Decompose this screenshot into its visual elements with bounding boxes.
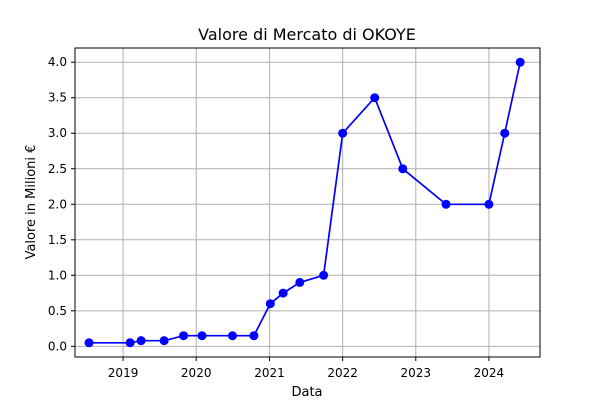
y-tick-label: 3.0 xyxy=(48,126,67,140)
y-tick-label: 3.5 xyxy=(48,91,67,105)
y-tick-label: 0.5 xyxy=(48,304,67,318)
data-point xyxy=(398,164,408,174)
y-tick-label: 2.0 xyxy=(48,197,67,211)
data-point xyxy=(319,270,329,280)
x-tick-label: 2024 xyxy=(474,366,505,380)
y-tick-label: 1.5 xyxy=(48,233,67,247)
data-point xyxy=(484,199,494,209)
y-tick-label: 0.0 xyxy=(48,339,67,353)
data-point xyxy=(295,277,305,287)
series-layer xyxy=(84,57,525,348)
data-point xyxy=(249,331,259,341)
x-tick-label: 2020 xyxy=(181,366,212,380)
y-tick-label: 1.0 xyxy=(48,268,67,282)
x-axis-ticks: 2019 2020 2021 2022 2023 2024 xyxy=(108,357,504,380)
y-axis-ticks: 0.0 0.5 1.0 1.5 2.0 2.5 3.0 3.5 4.0 xyxy=(48,55,75,353)
y-tick-label: 4.0 xyxy=(48,55,67,69)
data-point xyxy=(278,288,288,298)
data-point xyxy=(197,331,207,341)
chart-title: Valore di Mercato di OKOYE xyxy=(198,25,416,44)
data-point xyxy=(265,299,275,309)
x-tick-label: 2021 xyxy=(254,366,285,380)
data-point xyxy=(515,57,525,67)
x-tick-label: 2022 xyxy=(327,366,358,380)
data-point xyxy=(338,128,348,138)
data-point xyxy=(84,338,94,348)
x-tick-label: 2023 xyxy=(401,366,432,380)
data-point xyxy=(441,199,451,209)
data-point xyxy=(500,128,510,138)
data-point xyxy=(159,336,169,346)
data-point xyxy=(227,331,237,341)
y-axis-label: Valore in Milioni € xyxy=(24,145,39,260)
data-point xyxy=(136,336,146,346)
x-axis-label: Data xyxy=(291,385,322,400)
data-point xyxy=(125,338,135,348)
x-tick-label: 2019 xyxy=(108,366,139,380)
data-point xyxy=(179,331,189,341)
plot-area-frame xyxy=(74,47,541,358)
y-tick-label: 2.5 xyxy=(48,162,67,176)
data-point xyxy=(370,93,380,103)
